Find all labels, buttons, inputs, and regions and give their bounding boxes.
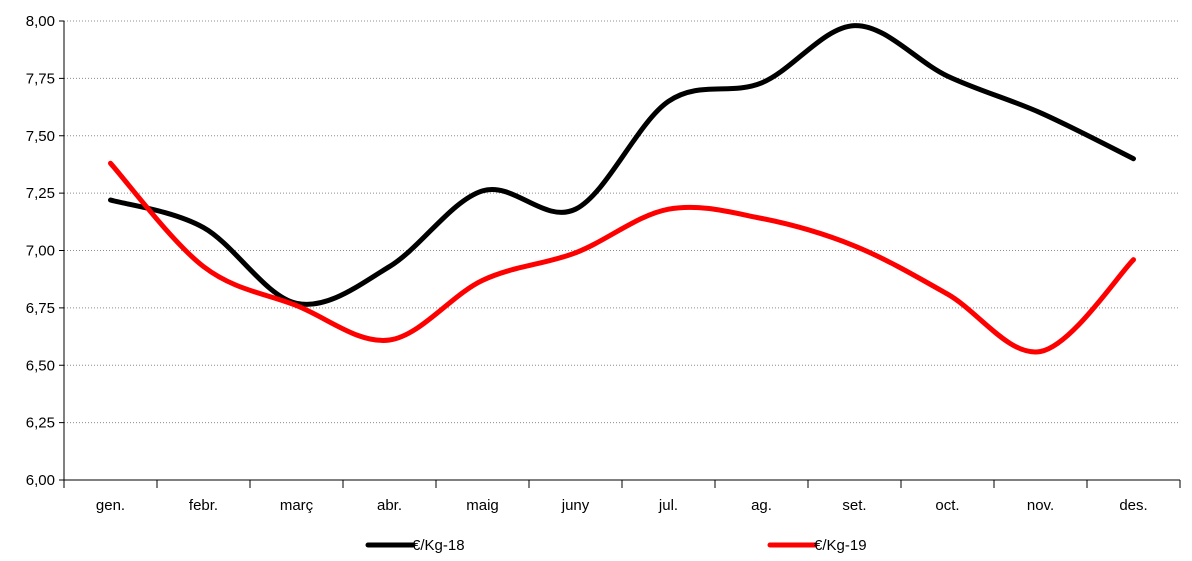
legend: €/Kg-18 €/Kg-19 <box>368 537 867 554</box>
y-tick-label: 8,00 <box>26 13 55 30</box>
y-tick-label: 7,50 <box>26 128 55 145</box>
x-tick-label: jul. <box>658 497 678 514</box>
y-axis-ticks: 6,00 6,25 6,50 6,75 7,00 7,25 7,50 7,75 8,00 <box>26 13 64 489</box>
y-tick-label: 7,00 <box>26 243 55 260</box>
x-axis-ticks: gen. febr. març abr. maig juny jul. ag. set. oct.… <box>64 480 1180 514</box>
x-tick-label: ag. <box>751 497 772 514</box>
y-tick-label: 6,50 <box>26 357 55 374</box>
x-tick-label: oct. <box>935 497 959 514</box>
x-tick-label: març <box>280 497 314 514</box>
y-tick-label: 7,75 <box>26 70 55 87</box>
y-tick-label: 6,75 <box>26 300 55 317</box>
legend-item-2: €/Kg-19 <box>770 537 867 554</box>
legend-label: €/Kg-18 <box>412 537 465 554</box>
x-tick-label: nov. <box>1027 497 1054 514</box>
series-line-1 <box>111 26 1134 305</box>
y-tick-label: 7,25 <box>26 185 55 202</box>
legend-label: €/Kg-19 <box>814 537 867 554</box>
gridlines <box>64 21 1180 423</box>
x-tick-label: set. <box>842 497 866 514</box>
x-tick-label: maig <box>466 497 499 514</box>
x-tick-label: des. <box>1119 497 1147 514</box>
x-tick-label: juny <box>561 497 590 514</box>
x-tick-label: abr. <box>377 497 402 514</box>
legend-item-1: €/Kg-18 <box>368 537 465 554</box>
series-line-2 <box>111 163 1134 352</box>
y-tick-label: 6,25 <box>26 415 55 432</box>
series-lines <box>110 25 1133 351</box>
x-tick-label: febr. <box>189 497 218 514</box>
y-tick-label: 6,00 <box>26 472 55 489</box>
x-tick-label: gen. <box>96 497 125 514</box>
